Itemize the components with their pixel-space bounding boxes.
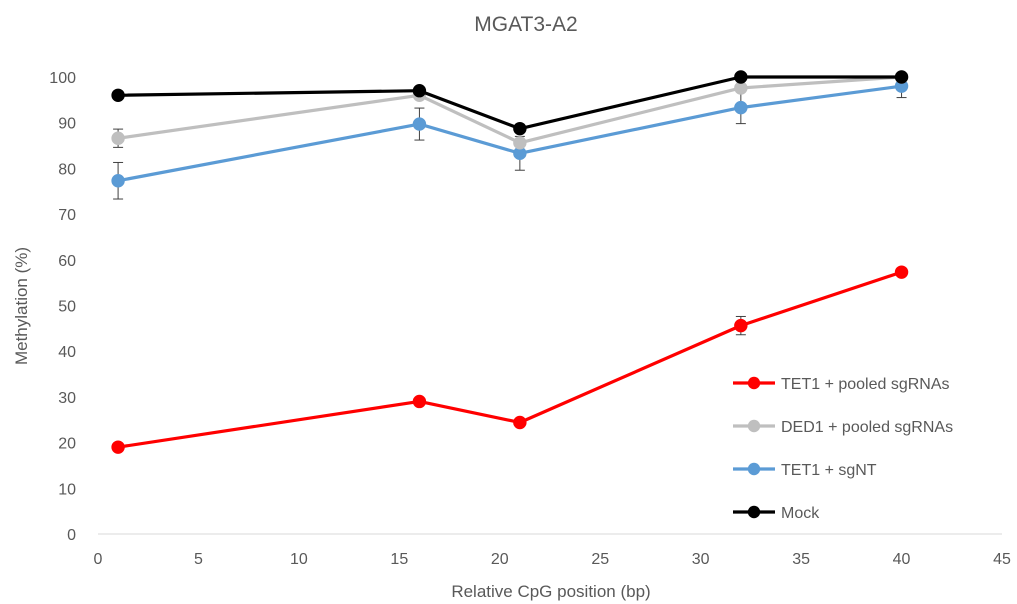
data-point	[111, 440, 125, 454]
y-tick-label: 70	[58, 207, 76, 224]
series-1	[111, 70, 909, 150]
x-tick-label: 25	[591, 551, 609, 568]
y-tick-label: 80	[58, 161, 76, 178]
data-point	[894, 265, 909, 279]
chart-title: MGAT3-A2	[474, 13, 577, 36]
x-tick-label: 5	[194, 551, 203, 568]
x-tick-label: 20	[491, 551, 509, 568]
data-point	[734, 100, 748, 115]
series-line	[117, 75, 902, 145]
series-3	[111, 70, 909, 136]
x-tick-label: 35	[792, 551, 810, 568]
legend: TET1 + pooled sgRNAs DED1 + pooled sgRNAs…	[733, 376, 953, 522]
x-axis-ticks: 0 5 10 15 20 25 30 35 40 45	[94, 551, 1011, 568]
data-point	[513, 415, 527, 430]
x-tick-label: 45	[993, 551, 1011, 568]
y-tick-label: 60	[58, 253, 76, 270]
x-tick-label: 15	[390, 551, 408, 568]
y-tick-label: 50	[58, 299, 76, 316]
data-point	[513, 136, 527, 150]
series-line	[117, 84, 902, 183]
legend-label: DED1 + pooled sgRNAs	[781, 419, 953, 436]
data-point	[111, 88, 125, 102]
data-point	[513, 121, 527, 136]
y-tick-label: 0	[67, 527, 76, 544]
legend-marker	[747, 462, 761, 476]
data-point	[734, 318, 748, 333]
y-tick-label: 100	[49, 70, 76, 87]
y-tick-label: 10	[58, 481, 76, 498]
data-point	[894, 70, 909, 84]
legend-item: TET1 + pooled sgRNAs	[733, 376, 950, 393]
data-point	[734, 70, 748, 84]
legend-label: TET1 + pooled sgRNAs	[781, 376, 950, 393]
legend-marker	[747, 505, 761, 519]
data-point	[412, 394, 427, 409]
legend-label: Mock	[781, 505, 820, 522]
data-point	[111, 131, 125, 145]
data-point	[412, 117, 427, 131]
data-point	[412, 84, 427, 98]
legend-marker	[747, 376, 761, 390]
y-tick-label: 40	[58, 344, 76, 361]
legend-marker	[747, 419, 761, 433]
x-axis-label: Relative CpG position (bp)	[451, 582, 650, 601]
series-0	[111, 265, 909, 454]
x-tick-label: 10	[290, 551, 308, 568]
x-tick-label: 40	[893, 551, 911, 568]
legend-label: TET1 + sgNT	[781, 462, 877, 479]
y-tick-label: 20	[58, 436, 76, 453]
legend-item: Mock	[733, 505, 820, 522]
x-tick-label: 0	[94, 551, 103, 568]
legend-item: TET1 + sgNT	[733, 462, 877, 479]
data-point	[111, 174, 125, 188]
y-axis-ticks: 0 10 20 30 40 50 60 70 80 90 100	[49, 70, 76, 544]
legend-item: DED1 + pooled sgRNAs	[733, 419, 953, 436]
series-layer	[111, 70, 909, 454]
y-axis-label: Methylation (%)	[12, 247, 31, 365]
x-tick-label: 30	[692, 551, 710, 568]
y-tick-label: 90	[58, 116, 76, 133]
y-tick-label: 30	[58, 390, 76, 407]
